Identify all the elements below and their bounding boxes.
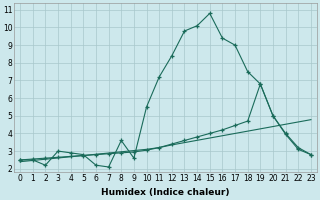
X-axis label: Humidex (Indice chaleur): Humidex (Indice chaleur) — [101, 188, 230, 197]
